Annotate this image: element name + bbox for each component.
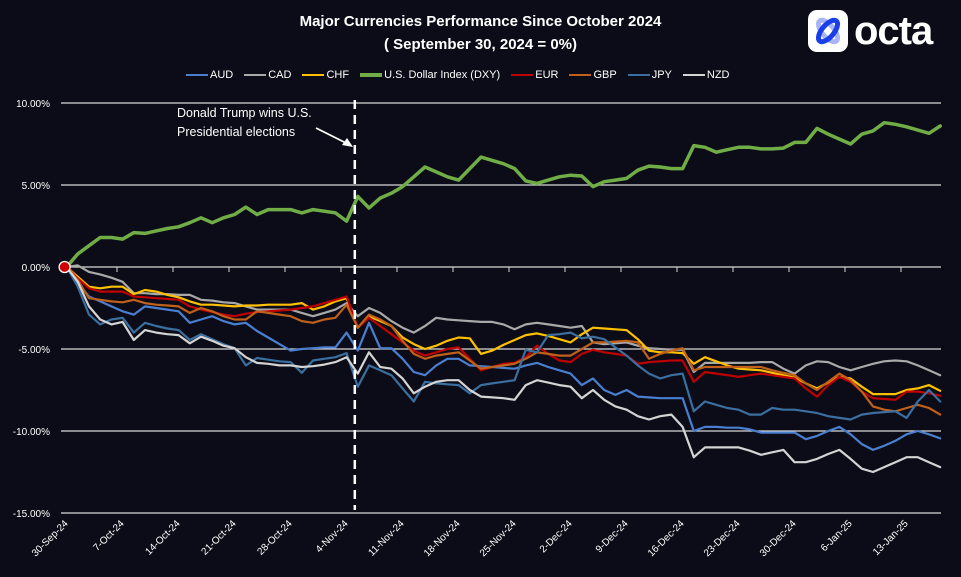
y-tick-label: -15.00% bbox=[13, 509, 50, 520]
legend-swatch bbox=[360, 73, 383, 77]
legend-item: NZD bbox=[682, 69, 730, 81]
x-tick-label: 30-Dec-24 bbox=[758, 518, 799, 559]
series-line-eur bbox=[65, 265, 942, 401]
chart-subtitle: ( September 30, 2024 = 0%) bbox=[383, 36, 577, 53]
legend-swatch bbox=[682, 74, 705, 76]
legend-label: CHF bbox=[326, 69, 350, 81]
legend-label: CAD bbox=[268, 69, 292, 81]
x-tick-label: 16-Dec-24 bbox=[646, 518, 687, 559]
x-tick-label: 2-Dec-24 bbox=[538, 518, 575, 555]
legend-label: AUD bbox=[210, 69, 234, 81]
legend-item: U.S. Dollar Index (DXY) bbox=[360, 69, 500, 81]
legend-item: JPY bbox=[627, 69, 672, 81]
legend-item: GBP bbox=[569, 69, 617, 81]
x-tick-label: 25-Nov-24 bbox=[478, 518, 519, 559]
series-line-gbp bbox=[65, 265, 942, 416]
x-tick-label: 11-Nov-24 bbox=[366, 518, 407, 559]
series-line-chf bbox=[65, 265, 942, 396]
legend-label: EUR bbox=[535, 69, 559, 81]
octa-logo-text: octa bbox=[854, 9, 933, 53]
octa-logo: octa bbox=[808, 9, 933, 53]
x-tick-label: 18-Nov-24 bbox=[422, 518, 463, 559]
annotation-line-2: Presidential elections bbox=[177, 125, 296, 139]
legend-item: EUR bbox=[511, 69, 558, 81]
legend-swatch bbox=[627, 74, 650, 76]
legend-item: AUD bbox=[186, 69, 233, 81]
x-tick-label: 4-Nov-24 bbox=[314, 518, 351, 555]
x-tick-label: 6-Jan-25 bbox=[819, 518, 855, 554]
x-tick-label: 13-Jan-25 bbox=[871, 518, 911, 558]
legend-swatch bbox=[186, 74, 208, 76]
x-tick-label: 7-Oct-24 bbox=[91, 518, 127, 554]
legend-label: U.S. Dollar Index (DXY) bbox=[384, 69, 501, 81]
x-tick-label: 14-Oct-24 bbox=[143, 518, 183, 558]
legend-item: CAD bbox=[244, 69, 291, 81]
annotation-arrowhead-icon bbox=[342, 138, 353, 147]
legend-swatch bbox=[569, 74, 592, 76]
y-tick-label: -10.00% bbox=[13, 427, 50, 438]
series-line-jpy bbox=[65, 265, 942, 421]
annotation-arrow bbox=[315, 127, 349, 145]
legend-swatch bbox=[244, 74, 267, 76]
series-line-nzd bbox=[65, 265, 942, 474]
y-tick-label: 10.00% bbox=[16, 99, 50, 110]
series-line-aud bbox=[65, 265, 942, 451]
octa-logo-icon bbox=[808, 10, 848, 52]
y-tick-label: 0.00% bbox=[22, 263, 50, 274]
y-tick-label: 5.00% bbox=[22, 181, 50, 192]
x-tick-label: 21-Oct-24 bbox=[199, 518, 239, 558]
x-tick-label: 30-Sep-24 bbox=[30, 518, 71, 559]
x-tick-label: 9-Dec-24 bbox=[594, 518, 631, 555]
x-tick-label: 23-Dec-24 bbox=[702, 518, 743, 559]
y-tick-label: -5.00% bbox=[18, 345, 50, 356]
chart-legend: AUD CAD CHF U.S. Dollar Index (DXY) EUR GBP JP… bbox=[186, 69, 730, 81]
annotation-line-1: Donald Trump wins U.S. bbox=[177, 106, 312, 120]
series-line-cad bbox=[65, 264, 942, 377]
legend-item: CHF bbox=[302, 69, 349, 81]
legend-label: NZD bbox=[706, 69, 730, 81]
x-tick-label: 28-Oct-24 bbox=[255, 518, 295, 558]
chart-title: Major Currencies Performance Since Octob… bbox=[299, 13, 662, 30]
base-point-marker bbox=[58, 260, 71, 274]
election-annotation: Donald Trump wins U.S. Presidential elec… bbox=[177, 104, 312, 142]
legend-label: GBP bbox=[593, 69, 617, 81]
legend-swatch bbox=[302, 74, 325, 76]
series-line-us bbox=[64, 120, 942, 269]
legend-label: JPY bbox=[651, 69, 672, 81]
legend-swatch bbox=[511, 74, 534, 76]
